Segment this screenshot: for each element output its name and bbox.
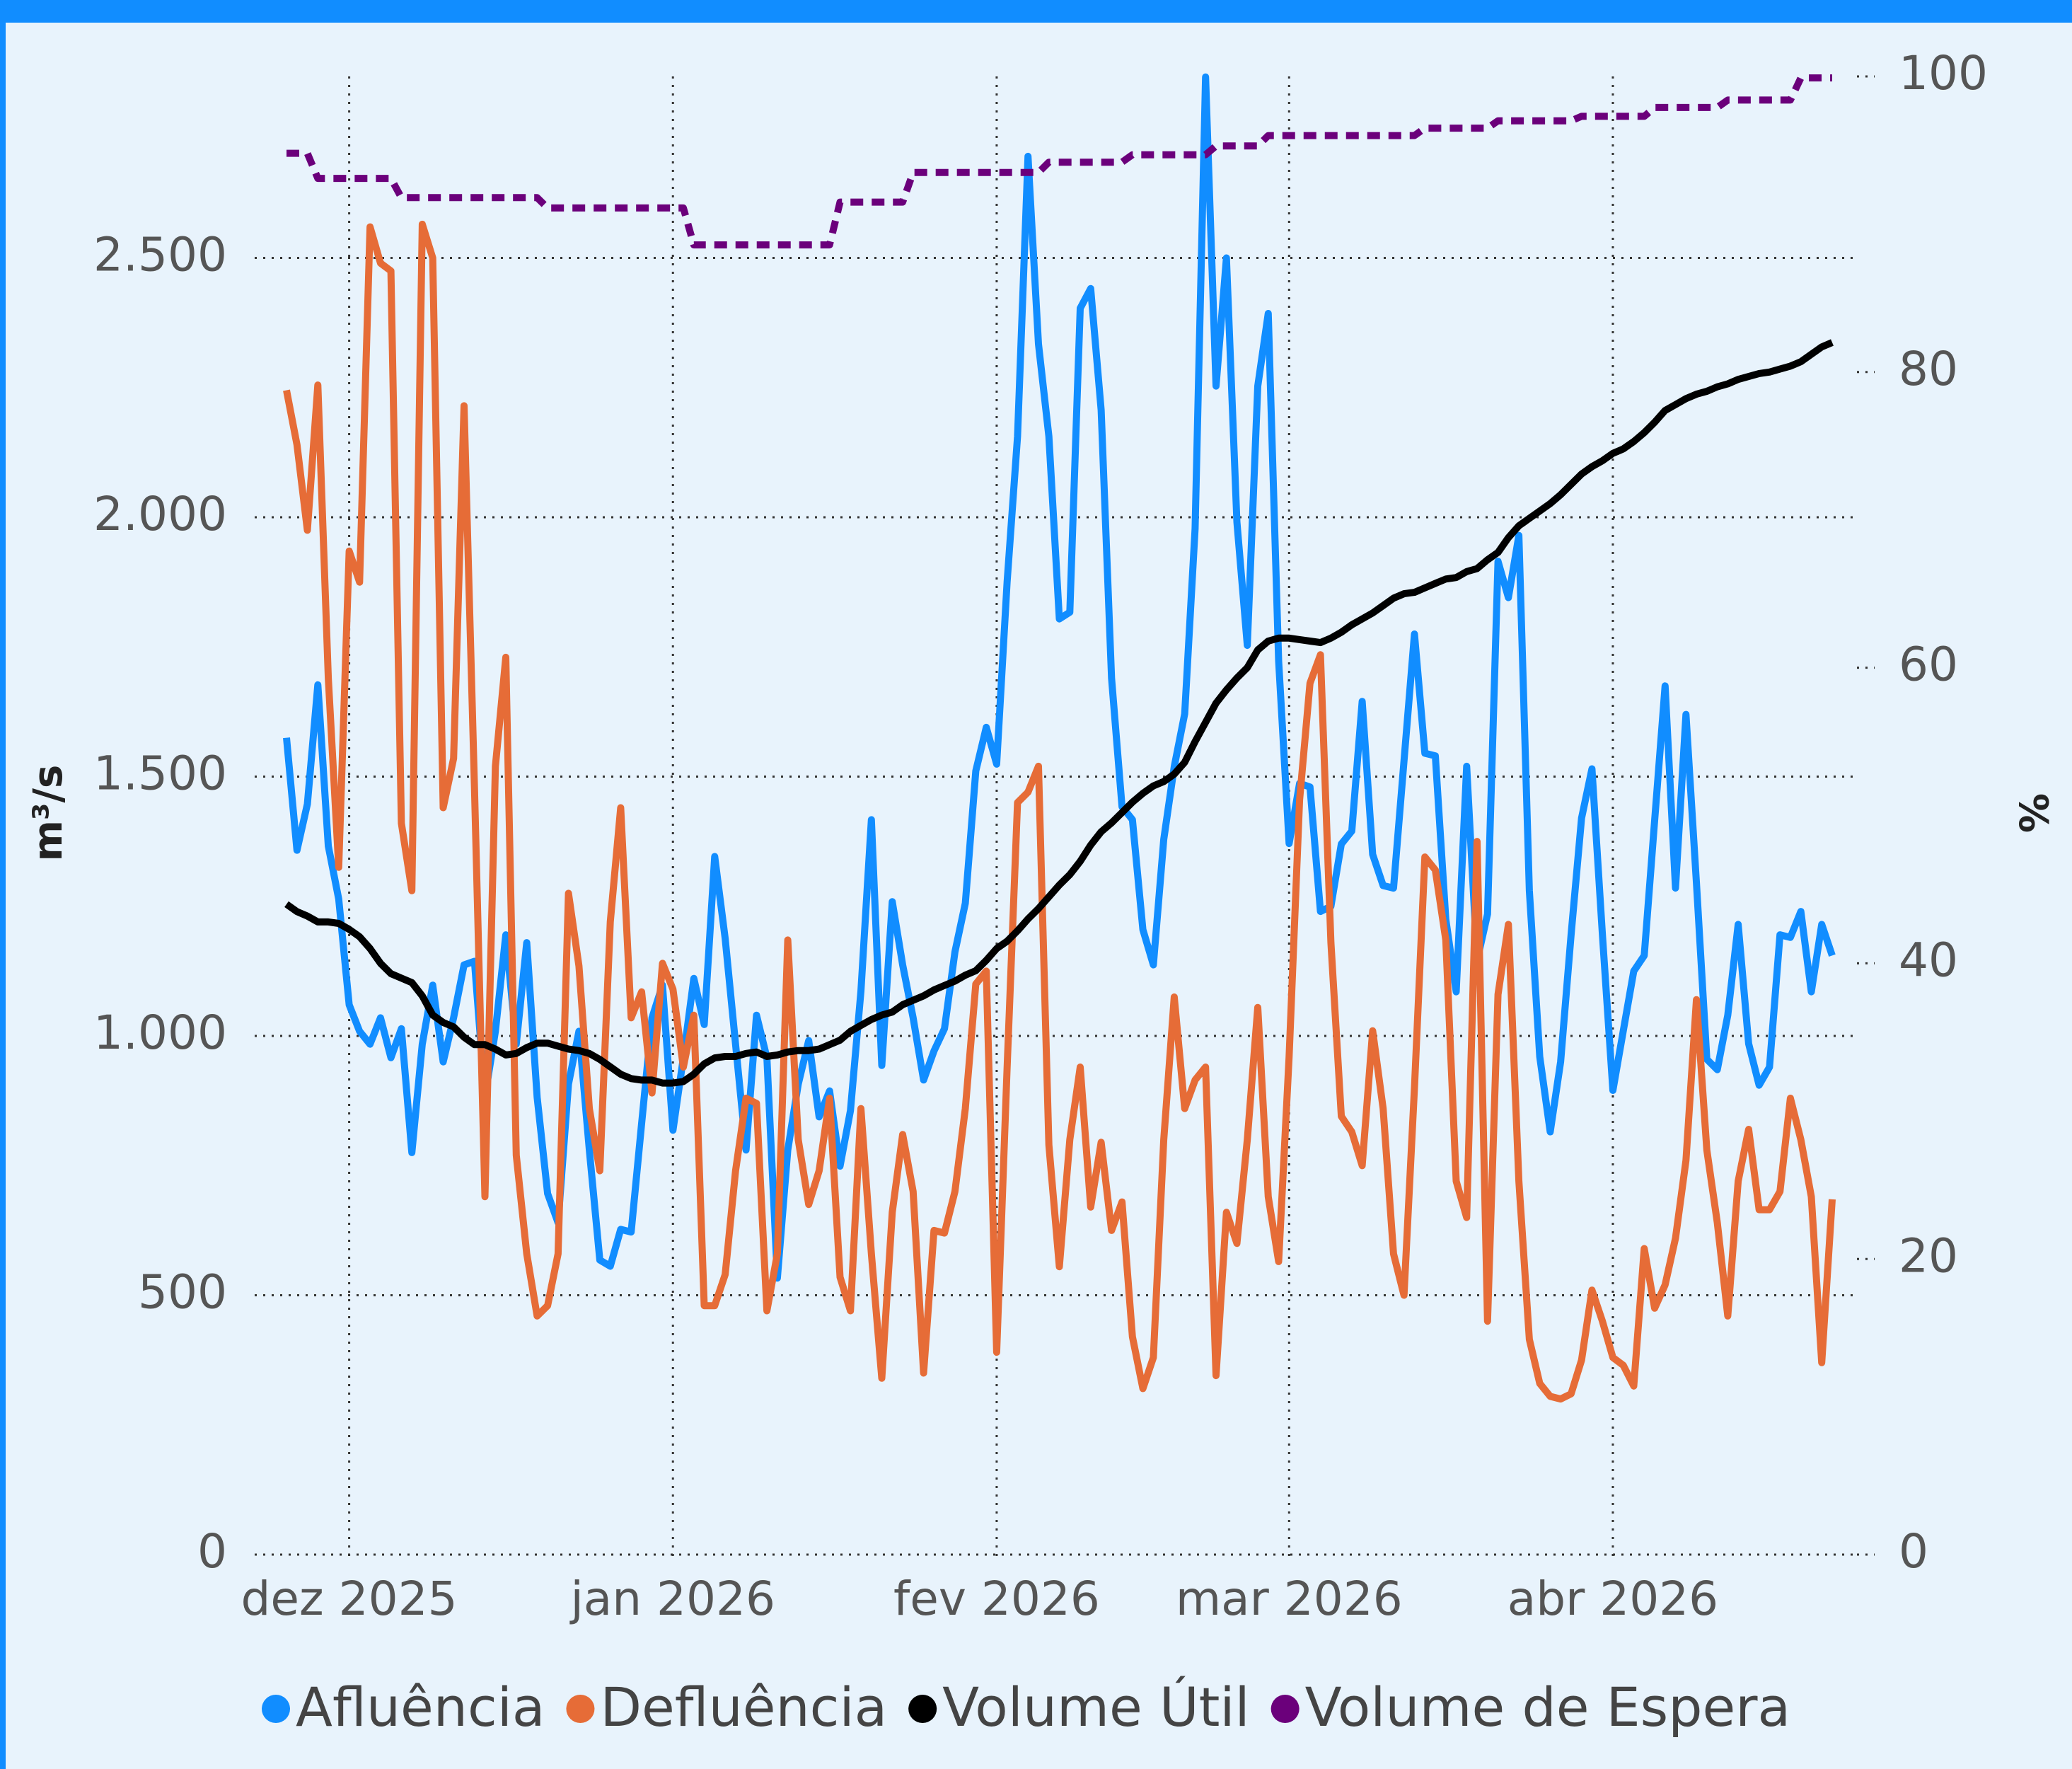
legend-label: Volume Útil [942,1675,1249,1739]
y-tick-label: 2.500 [93,228,227,282]
y2-tick-label: 20 [1899,1228,1958,1283]
y-tick-label: 0 [197,1524,227,1579]
left-border [0,0,6,1769]
top-bar [0,0,2072,23]
series-line [283,220,1836,1403]
legend: Afluência Defluência Volume Útil Volume de … [262,1675,1790,1739]
legend-label: Volume de Espera [1305,1676,1790,1739]
x-tick-label: jan 2026 [569,1572,775,1626]
y2-tick-label: 40 [1899,933,1958,987]
series-line [283,73,1836,1282]
series-line [287,74,1832,249]
x-tick-label: mar 2026 [1176,1572,1403,1626]
legend-label: Afluência [296,1676,545,1739]
x-tick-label: fev 2026 [893,1572,1100,1626]
y-tick-label: 2.000 [93,487,227,541]
y2-tick-label: 100 [1899,46,1988,100]
y-tick-label: 1.500 [93,747,227,801]
y2-axis-title: % [2010,793,2056,833]
legend-marker [566,1695,595,1723]
legend-marker [1271,1695,1300,1723]
legend-marker [908,1695,937,1723]
y-tick-label: 1.000 [93,1005,227,1060]
y2-tick-label: 60 [1899,638,1958,692]
y-tick-label: 500 [138,1265,227,1320]
y2-tick-label: 0 [1899,1524,1928,1579]
y2-tick-label: 80 [1899,342,1958,396]
series-line [284,339,1834,1087]
x-tick-label: dez 2025 [241,1572,458,1626]
x-tick-label: abr 2026 [1507,1572,1718,1626]
legend-label: Defluência [600,1676,887,1739]
legend-marker [262,1695,290,1723]
y-axis-title: m³/s [25,765,71,862]
